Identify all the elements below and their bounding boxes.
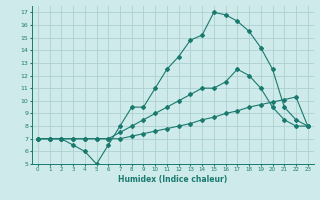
X-axis label: Humidex (Indice chaleur): Humidex (Indice chaleur)	[118, 175, 228, 184]
